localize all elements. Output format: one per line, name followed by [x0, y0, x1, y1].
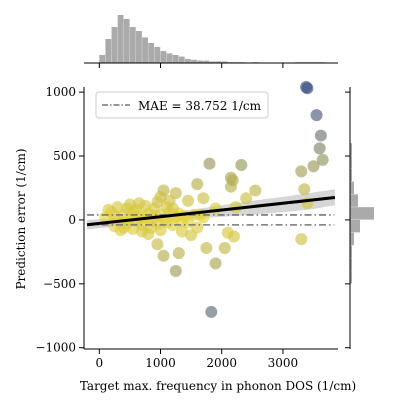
regression-line	[86, 196, 336, 227]
data-point	[221, 226, 234, 239]
y-hist-bar	[350, 219, 360, 233]
y-hist-bar	[350, 245, 352, 258]
x-hist-bar	[215, 61, 222, 63]
data-point	[157, 249, 170, 262]
data-point	[175, 225, 188, 238]
data-point	[191, 178, 204, 191]
y-tick-label: −1000	[35, 341, 76, 355]
data-point	[295, 165, 308, 178]
data-point	[154, 224, 167, 237]
data-point	[169, 265, 182, 278]
y-tick-label: 1000	[45, 85, 76, 99]
data-point	[117, 221, 130, 234]
x-hist-bar	[160, 51, 167, 63]
plot-area: 0 1000 2000 3000 −1000 −500 0 500 1000	[35, 81, 338, 370]
regression-line-layer	[86, 196, 336, 227]
data-point	[301, 82, 314, 95]
data-point	[205, 305, 218, 318]
data-point	[249, 184, 262, 197]
data-point	[314, 129, 327, 142]
x-tick-label: 2000	[206, 356, 237, 370]
data-point	[172, 247, 185, 260]
data-point	[111, 201, 124, 214]
x-hist-bar	[105, 39, 112, 63]
data-point	[191, 221, 204, 234]
y-hist-bar	[350, 156, 352, 169]
data-point	[200, 242, 213, 255]
x-hist-bar	[148, 43, 155, 63]
y-tick-label: 500	[53, 149, 76, 163]
legend-box	[95, 91, 269, 119]
legend-label: MAE = 38.752 1/cm	[138, 99, 262, 113]
x-hist-bar	[172, 55, 179, 63]
x-hist-bar	[111, 27, 118, 63]
data-point	[151, 238, 164, 251]
x-hist-bar	[136, 31, 142, 63]
data-point	[209, 257, 222, 270]
data-point	[307, 160, 320, 173]
x-hist-bar	[209, 61, 216, 63]
axes	[83, 87, 338, 350]
data-point	[151, 196, 164, 209]
y-hist-bar	[350, 258, 352, 271]
y-hist-bar	[350, 143, 352, 156]
y-hist-bar	[350, 271, 352, 284]
y-tick-label: 0	[68, 213, 76, 227]
x-axis-label: Target max. frequency in phonon DOS (1/c…	[80, 379, 356, 393]
x-hist-bar	[166, 53, 173, 63]
y-hist-bar	[350, 168, 352, 182]
y-tick-label: −500	[43, 277, 76, 291]
x-hist-bar	[142, 37, 148, 63]
data-point	[310, 109, 323, 122]
x-hist-bar	[154, 47, 161, 63]
y-hist-bar	[350, 194, 358, 207]
y-hist-bar	[350, 207, 374, 220]
data-point	[142, 227, 155, 240]
data-point	[235, 158, 248, 171]
x-tick-label: 1000	[145, 356, 176, 370]
data-point	[313, 142, 326, 155]
data-point	[126, 222, 139, 235]
scatter-points	[99, 81, 329, 318]
x-hist-bar	[221, 61, 228, 63]
x-hist-bar	[129, 27, 136, 63]
data-point	[197, 192, 210, 205]
y-axis-label: Prediction error (1/cm)	[14, 148, 28, 289]
y-hist-bar	[350, 232, 354, 246]
data-point	[203, 157, 216, 170]
x-hist-bar	[178, 56, 185, 63]
x-marginal-histogram	[84, 15, 338, 68]
tick-labels: 0 1000 2000 3000 −1000 −500 0 500 1000	[35, 85, 298, 370]
x-hist-bar	[203, 60, 210, 63]
y-hist-bar	[350, 181, 354, 195]
x-tick-label: 0	[95, 356, 103, 370]
data-point	[166, 202, 179, 215]
x-hist-bar	[197, 60, 204, 63]
data-point	[182, 194, 195, 207]
data-point	[218, 242, 231, 255]
data-point	[240, 192, 253, 205]
mae-lines	[87, 214, 335, 226]
x-hist-bar	[184, 59, 191, 63]
data-point	[133, 197, 146, 210]
data-point	[226, 174, 239, 187]
x-hist-bar	[99, 55, 106, 63]
y-marginal-histogram	[345, 87, 374, 349]
x-hist-bar	[117, 15, 124, 63]
legend: MAE = 38.752 1/cm	[95, 91, 269, 119]
data-point	[295, 233, 308, 246]
data-point	[123, 198, 136, 211]
x-hist-bar	[191, 59, 197, 63]
x-hist-bar	[123, 19, 130, 63]
data-point	[298, 183, 311, 196]
x-tick-label: 3000	[268, 356, 299, 370]
data-point	[316, 153, 329, 166]
